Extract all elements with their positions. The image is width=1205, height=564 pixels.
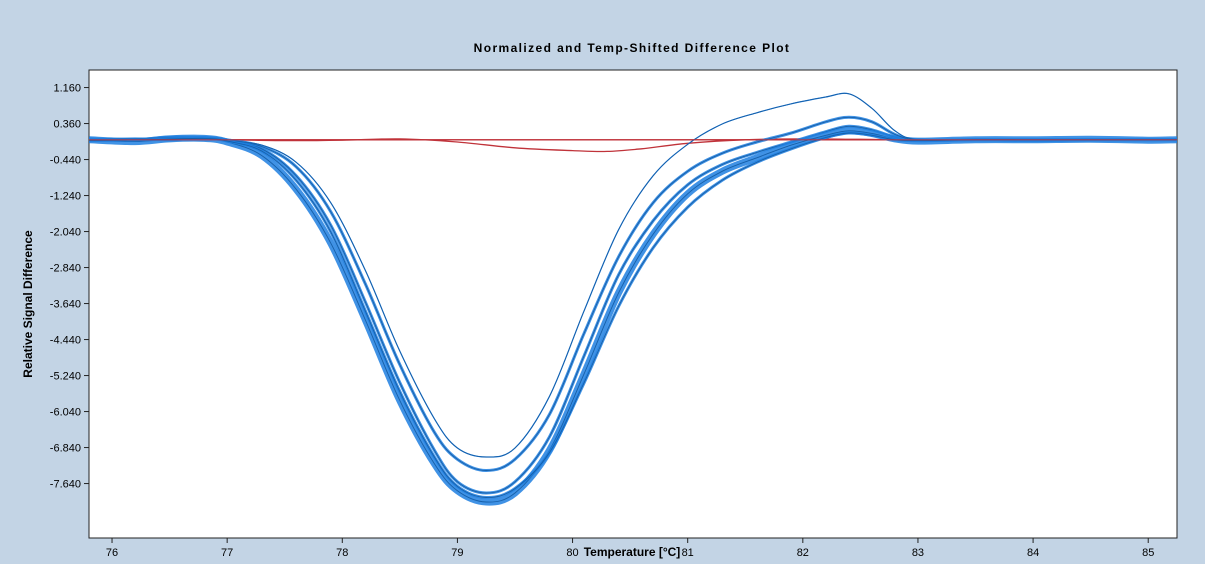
y-tick-label: -2.840 — [50, 263, 81, 275]
x-axis: 76 77 78 79 80 81 82 83 84 85 — [106, 538, 1154, 559]
x-tick-label: 77 — [221, 547, 233, 559]
y-tick-label: -0.440 — [50, 155, 81, 167]
y-axis: 1.160 0.360 -0.440 -1.240 -2.040 -2.840 -3.640… — [50, 83, 89, 491]
x-tick-label: 85 — [1142, 547, 1154, 559]
chart-title: Normalized and Temp-Shifted Difference P… — [474, 41, 791, 55]
x-tick-label: 81 — [682, 547, 694, 559]
x-tick-label: 80 — [566, 547, 578, 559]
x-tick-label: 84 — [1027, 547, 1039, 559]
y-tick-label: -1.240 — [50, 191, 81, 203]
x-axis-label: Temperature [°C] — [584, 545, 681, 559]
y-tick-label: -2.040 — [50, 227, 81, 239]
y-tick-label: 0.360 — [53, 119, 81, 131]
y-tick-label: -4.440 — [50, 335, 81, 347]
x-tick-label: 76 — [106, 547, 118, 559]
y-tick-label: -5.240 — [50, 371, 81, 383]
y-tick-label: -6.840 — [50, 443, 81, 455]
y-tick-label: -7.640 — [50, 479, 81, 491]
x-tick-label: 78 — [336, 547, 348, 559]
series-group — [89, 92, 1177, 506]
y-tick-label: -6.040 — [50, 407, 81, 419]
series-line-blue-outline — [89, 132, 1177, 498]
x-tick-label: 83 — [912, 547, 924, 559]
x-tick-label: 79 — [451, 547, 463, 559]
x-tick-label: 82 — [797, 547, 809, 559]
chart-frame: Normalized and Temp-Shifted Difference P… — [8, 8, 1197, 559]
y-tick-label: -3.640 — [50, 299, 81, 311]
y-axis-label: Relative Signal Difference — [21, 230, 35, 378]
y-tick-label: 1.160 — [53, 83, 81, 95]
difference-plot: Normalized and Temp-Shifted Difference P… — [21, 41, 1178, 559]
